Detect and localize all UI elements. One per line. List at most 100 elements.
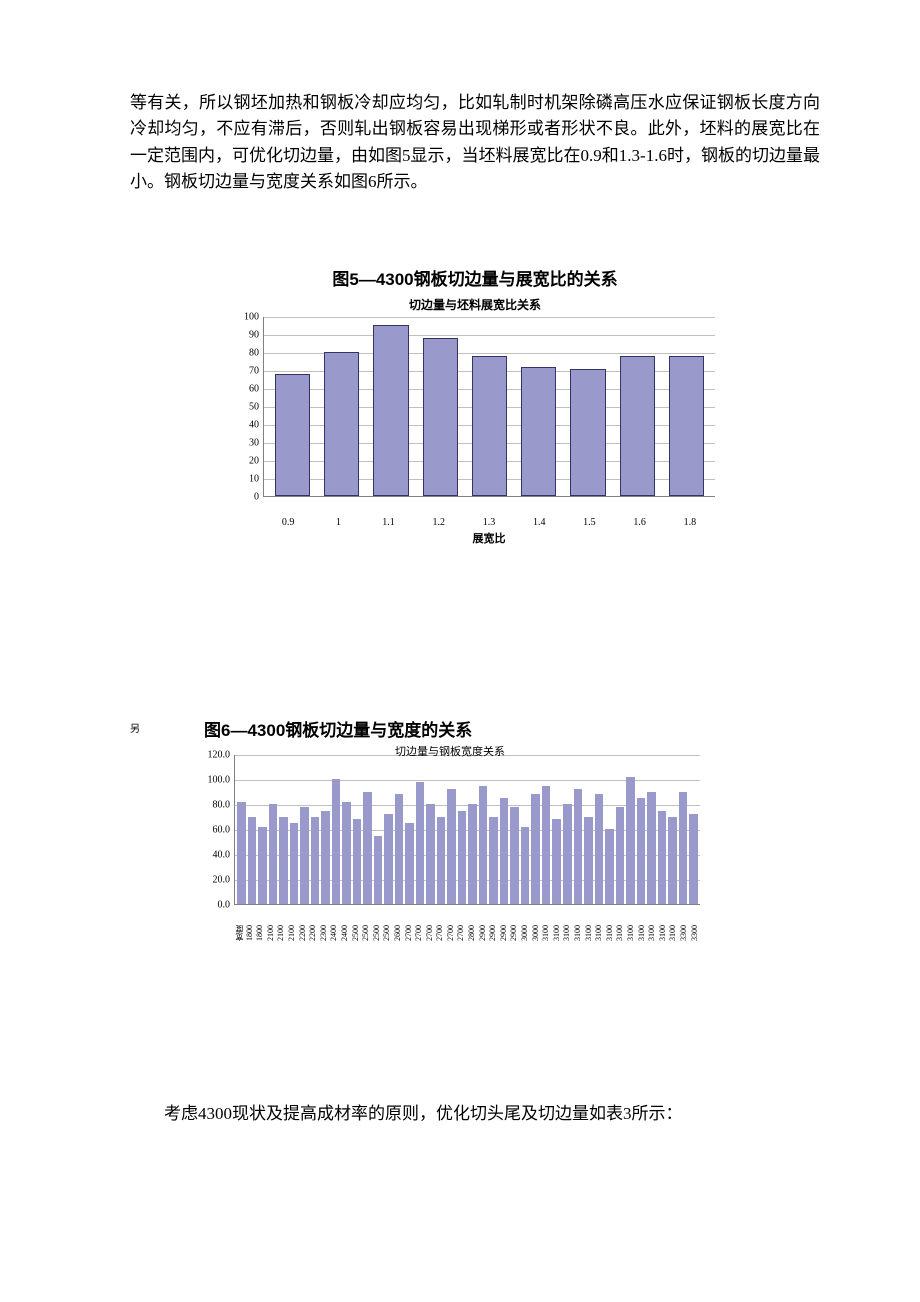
fig6-xtick: 2700 (435, 925, 446, 959)
fig6-xtick: 2100 (276, 925, 287, 959)
fig6-xtick: 3100 (647, 925, 658, 959)
fig6-bar (342, 802, 351, 905)
fig5-bar (521, 367, 556, 497)
fig5-yaxis: 0102030405060708090100 (235, 317, 263, 497)
fig6-xtick: 1800 (255, 925, 266, 959)
fig5-ytick: 100 (244, 312, 259, 323)
fig6-bar (616, 807, 625, 905)
fig5-ytick: 90 (249, 330, 259, 341)
fig6-xlabels: 宽度18001800210021002100220022002300240024… (200, 925, 700, 959)
fig6-bar (332, 779, 341, 904)
fig6-bar (447, 789, 456, 904)
fig6-xtick: 宽度 (234, 925, 245, 959)
fig5-xtick: 0.9 (263, 517, 313, 528)
fig6-bar (521, 827, 530, 905)
fig5-bar (373, 325, 408, 496)
paragraph-1: 等有关，所以钢坯加热和钢板冷却应均匀，比如轧制时机架除磷高压水应保证钢板长度方向… (130, 90, 820, 195)
fig6-bar (353, 819, 362, 904)
fig6-xtick: 3100 (562, 925, 573, 959)
fig6-xtick: 3100 (605, 925, 616, 959)
fig6-bar (300, 807, 309, 905)
fig6-bar (510, 807, 519, 905)
fig5-bar (324, 352, 359, 496)
fig6-xtick: 3000 (520, 925, 531, 959)
fig5-caption: 图5—4300钢板切边量与展宽比的关系 (235, 265, 715, 290)
fig6-bar (237, 802, 246, 905)
fig6-bar (384, 814, 393, 904)
fig6-xtick: 2400 (340, 925, 351, 959)
fig5-ytick: 50 (249, 402, 259, 413)
fig5-xtick: 1.2 (414, 517, 464, 528)
fig6-xtick: 2600 (393, 925, 404, 959)
fig6-bar (416, 782, 425, 905)
fig6-xtick: 2200 (298, 925, 309, 959)
fig6-xtick: 3100 (668, 925, 679, 959)
fig5-bar (620, 356, 655, 496)
fig5-ytick: 40 (249, 420, 259, 431)
fig5-bar (669, 356, 704, 496)
fig6-plot (234, 755, 700, 905)
fig6-bar (458, 811, 467, 905)
fig6-bar (395, 794, 404, 904)
fig5-subtitle: 切边量与坯料展宽比关系 (235, 296, 715, 313)
fig6-bar (468, 804, 477, 904)
fig6-xtick: 2900 (499, 925, 510, 959)
fig6-bar (479, 786, 488, 905)
fig6-bar (658, 811, 667, 905)
fig5-ytick: 30 (249, 438, 259, 449)
fig6-xtick: 2900 (478, 925, 489, 959)
fig5-xtick: 1.3 (464, 517, 514, 528)
fig5-ytick: 60 (249, 384, 259, 395)
fig6-xtick: 2700 (446, 925, 457, 959)
fig6-xtick: 2700 (404, 925, 415, 959)
fig6-bar (321, 811, 330, 905)
closing-paragraph: 考虑4300现状及提高成材率的原则，优化切头尾及切边量如表3所示： (130, 1099, 820, 1124)
fig5-bar (423, 338, 458, 496)
fig6-ytick: 80.0 (213, 800, 231, 811)
fig6-bar (426, 804, 435, 904)
fig6-bar (290, 823, 299, 904)
fig6-bar (500, 798, 509, 904)
fig6-xtick: 2700 (456, 925, 467, 959)
fig6-bar (668, 817, 677, 905)
fig6-bar (647, 792, 656, 905)
fig6-bar (637, 798, 646, 904)
fig6-bar (542, 786, 551, 905)
fig6-bar (437, 817, 446, 905)
fig6-side-char: 另 (130, 716, 200, 735)
fig5-ytick: 0 (254, 492, 259, 503)
fig6-bar (374, 836, 383, 905)
figure-5: 图5—4300钢板切边量与展宽比的关系 切边量与坯料展宽比关系 01020304… (235, 265, 715, 546)
fig5-bar (570, 369, 605, 497)
figure-6: 图6—4300钢板切边量与宽度的关系 切边量与钢板宽度关系 0.020.040.… (200, 716, 700, 959)
fig5-xtick: 1.1 (363, 517, 413, 528)
fig6-xtick: 3100 (541, 925, 552, 959)
fig5-xtick: 1 (313, 517, 363, 528)
fig6-xtick: 3100 (626, 925, 637, 959)
fig6-xtick: 2500 (372, 925, 383, 959)
fig6-bar (605, 829, 614, 904)
fig5-xtitle: 展宽比 (235, 530, 715, 546)
fig6-xtick: 1800 (245, 925, 256, 959)
fig6-bar (531, 794, 540, 904)
fig6-bar (574, 789, 583, 904)
fig6-xtick: 2300 (319, 925, 330, 959)
fig6-bar (258, 827, 267, 905)
fig6-bar (584, 817, 593, 905)
fig6-xtick: 2100 (287, 925, 298, 959)
fig5-gridline (264, 317, 715, 318)
fig6-bar (279, 817, 288, 905)
fig6-xtick: 2900 (488, 925, 499, 959)
fig6-bar (626, 777, 635, 905)
fig5-xtick: 1.5 (564, 517, 614, 528)
fig6-xtick: 2500 (361, 925, 372, 959)
fig6-bar (248, 817, 257, 905)
fig6-bar (552, 819, 561, 904)
fig6-bar (689, 814, 698, 904)
fig6-caption: 图6—4300钢板切边量与宽度的关系 (200, 716, 700, 741)
fig5-xtick: 1.8 (665, 517, 715, 528)
fig5-ytick: 10 (249, 474, 259, 485)
fig5-xtick: 1.4 (514, 517, 564, 528)
fig6-xtick: 2500 (382, 925, 393, 959)
fig6-bar (269, 804, 278, 904)
